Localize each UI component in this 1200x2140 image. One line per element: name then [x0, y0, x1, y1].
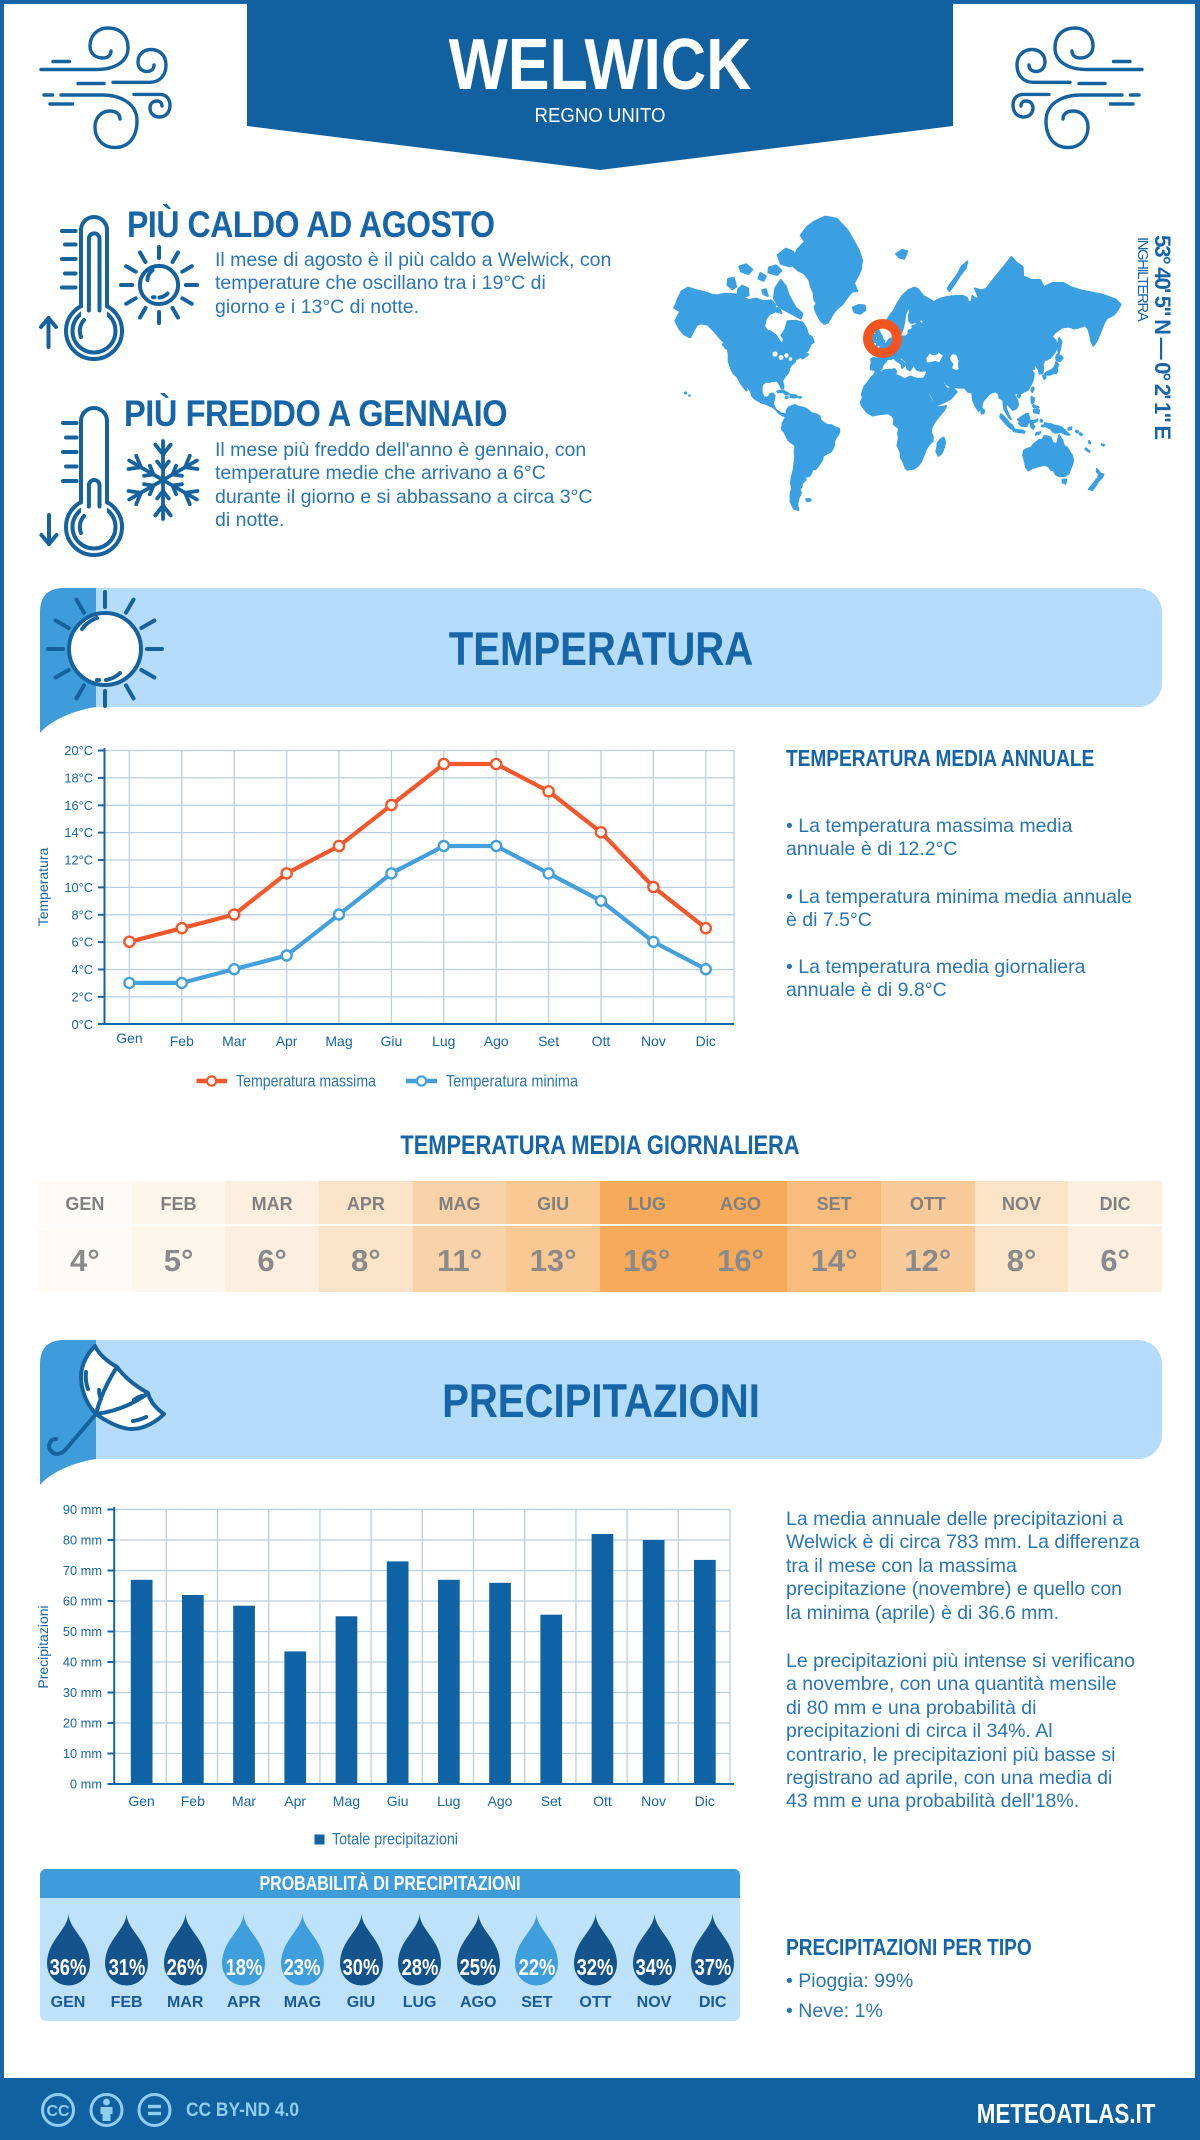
svg-text:50 mm: 50 mm — [63, 1624, 102, 1639]
svg-text:Feb: Feb — [181, 1793, 205, 1809]
svg-text:6°C: 6°C — [72, 935, 93, 950]
svg-text:Nov: Nov — [641, 1033, 666, 1049]
svg-text:10 mm: 10 mm — [63, 1746, 102, 1761]
svg-text:0 mm: 0 mm — [70, 1777, 102, 1792]
svg-text:Mag: Mag — [325, 1033, 352, 1049]
svg-text:Feb: Feb — [170, 1033, 194, 1049]
svg-text:14°C: 14°C — [64, 825, 93, 840]
svg-text:Lug: Lug — [432, 1033, 455, 1049]
svg-text:16°C: 16°C — [64, 798, 93, 813]
svg-text:60 mm: 60 mm — [63, 1594, 102, 1609]
svg-text:8°C: 8°C — [72, 907, 93, 922]
svg-text:Ago: Ago — [484, 1033, 509, 1049]
svg-text:80 mm: 80 mm — [63, 1533, 102, 1548]
svg-text:CC BY-ND 4.0: CC BY-ND 4.0 — [186, 2100, 299, 2121]
svg-text:Giu: Giu — [381, 1033, 403, 1049]
svg-text:Apr: Apr — [284, 1793, 306, 1809]
svg-text:Apr: Apr — [276, 1033, 298, 1049]
svg-text:Dic: Dic — [696, 1033, 716, 1049]
svg-text:12°C: 12°C — [64, 853, 93, 868]
svg-text:Temperatura minima: Temperatura minima — [446, 1073, 579, 1091]
svg-text:Lug: Lug — [437, 1793, 460, 1809]
svg-text:Gen: Gen — [116, 1030, 142, 1046]
svg-text:Ago: Ago — [488, 1793, 513, 1809]
svg-text:Mar: Mar — [232, 1793, 256, 1809]
svg-text:0°C: 0°C — [72, 1017, 93, 1032]
svg-text:Mag: Mag — [333, 1793, 360, 1809]
svg-text:Giu: Giu — [387, 1793, 409, 1809]
svg-text:Precipitazioni: Precipitazioni — [35, 1605, 51, 1688]
svg-text:10°C: 10°C — [64, 880, 93, 895]
svg-text:CC: CC — [46, 2103, 70, 2120]
svg-text:Temperatura massima: Temperatura massima — [236, 1073, 377, 1091]
svg-text:Ott: Ott — [592, 1033, 611, 1049]
svg-text:20°C: 20°C — [64, 743, 93, 758]
svg-text:18°C: 18°C — [64, 770, 93, 785]
svg-text:2°C: 2°C — [72, 989, 93, 1004]
svg-text:Totale precipitazioni: Totale precipitazioni — [332, 1831, 458, 1849]
svg-text:Temperatura: Temperatura — [35, 847, 51, 926]
svg-text:90 mm: 90 mm — [63, 1502, 102, 1517]
svg-text:Gen: Gen — [128, 1793, 154, 1809]
svg-text:40 mm: 40 mm — [63, 1655, 102, 1670]
svg-text:Nov: Nov — [641, 1793, 666, 1809]
svg-text:30 mm: 30 mm — [63, 1685, 102, 1700]
svg-text:4°C: 4°C — [72, 962, 93, 977]
svg-text:70 mm: 70 mm — [63, 1563, 102, 1578]
svg-text:Dic: Dic — [695, 1793, 715, 1809]
svg-text:Mar: Mar — [222, 1033, 246, 1049]
svg-text:Set: Set — [541, 1793, 562, 1809]
svg-text:Set: Set — [538, 1033, 559, 1049]
svg-text:20 mm: 20 mm — [63, 1716, 102, 1731]
svg-text:Ott: Ott — [593, 1793, 612, 1809]
